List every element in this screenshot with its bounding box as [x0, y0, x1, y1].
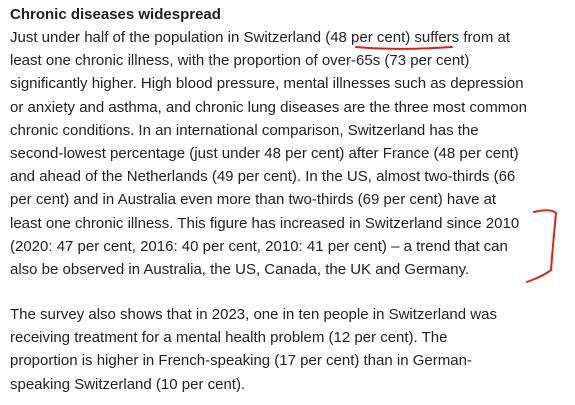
paragraph-line: significantly higher. High blood pressur…: [10, 75, 524, 93]
paragraph-line: speaking Switzerland (10 per cent).: [10, 375, 246, 393]
paragraph-mental-health: The survey also shows that in 2023, one …: [10, 303, 570, 396]
section-heading: Chronic diseases widespread: [10, 6, 221, 23]
paragraph-line: receiving treatment for a mental health …: [10, 329, 448, 347]
paragraph-line: The survey also shows that in 2023, one …: [10, 306, 497, 324]
paragraph-line: (2020: 47 per cent, 2016: 40 per cent, 2…: [10, 237, 508, 255]
paragraph-line: per cent) and in Australia even more tha…: [10, 191, 497, 209]
paragraph-line: least one chronic illness. This figure h…: [10, 214, 520, 232]
paragraph-line: Just under half of the population in Swi…: [10, 29, 510, 46]
article: Chronic diseases widespread Just under h…: [10, 0, 570, 396]
paragraph-line: and ahead of the Netherlands (49 per cen…: [10, 168, 516, 186]
paragraph-line: also be observed in Australia, the US, C…: [10, 260, 470, 278]
paragraph-line: second-lowest percentage (just under 48 …: [10, 144, 519, 162]
paragraph-line: least one chronic illness, with the prop…: [10, 52, 470, 70]
paragraph-line: proportion is higher in French-speaking …: [10, 352, 472, 370]
paragraph-chronic-illness: Just under half of the population in Swi…: [10, 26, 570, 281]
paragraph-line: chronic conditions. In an international …: [10, 121, 479, 139]
paragraph-line: or anxiety and asthma, and chronic lung …: [10, 98, 527, 116]
